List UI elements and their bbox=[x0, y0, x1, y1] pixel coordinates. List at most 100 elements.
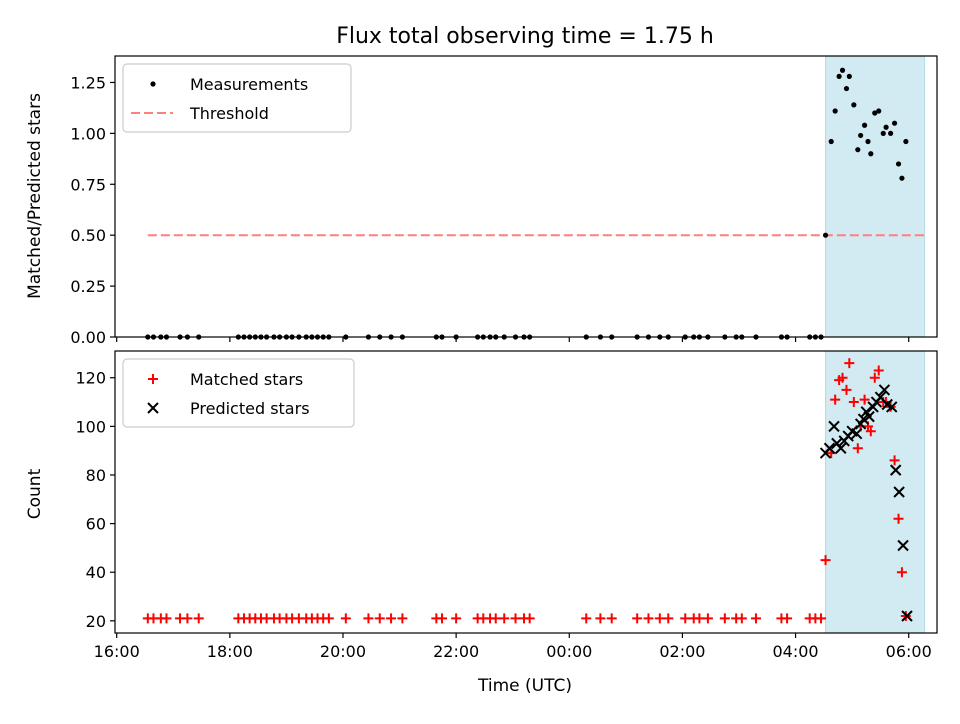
matched-star-point bbox=[896, 567, 907, 578]
bottom-y-axis-label: Count bbox=[25, 468, 45, 519]
measurement-point bbox=[899, 175, 905, 181]
measurement-point bbox=[888, 130, 894, 136]
matched-star-point bbox=[893, 513, 904, 524]
predicted-star-point bbox=[823, 442, 836, 454]
legend-box bbox=[122, 358, 355, 428]
measurement-point bbox=[895, 161, 902, 167]
matched-star-point bbox=[837, 372, 848, 383]
top-y-tick-label: 0.25 bbox=[70, 277, 106, 296]
top-legend: Measurements Threshold bbox=[122, 63, 352, 133]
top-y-axis-label: Matched/Predicted stars bbox=[25, 93, 45, 299]
bottom-series-1 bbox=[142, 358, 911, 624]
matched-star-point bbox=[451, 613, 462, 624]
measurement-point bbox=[836, 73, 842, 79]
legend-predicted-marker bbox=[147, 402, 159, 414]
predicted-star-point bbox=[901, 610, 913, 622]
measurement-point bbox=[891, 120, 898, 126]
measurement-point bbox=[855, 147, 861, 153]
legend-box bbox=[122, 63, 352, 133]
legend-matched-marker bbox=[148, 374, 158, 384]
matched-star-point bbox=[719, 613, 730, 624]
predicted-star-point bbox=[857, 413, 870, 425]
measurement-point bbox=[822, 232, 829, 238]
matched-star-point bbox=[848, 397, 859, 408]
top-observing-window bbox=[825, 55, 926, 338]
x-tick-label: 18:00 bbox=[207, 642, 253, 661]
matched-star-point bbox=[750, 613, 761, 624]
predicted-star-point bbox=[886, 401, 898, 413]
bottom-y-tick-label: 100 bbox=[75, 417, 106, 436]
bottom-observing-window bbox=[825, 350, 926, 634]
matched-star-point bbox=[363, 613, 374, 624]
matched-star-point bbox=[323, 613, 334, 624]
matched-star-point bbox=[397, 613, 408, 624]
bottom-y-tick-label: 60 bbox=[86, 515, 106, 534]
top-y-tick-label: 0.50 bbox=[70, 226, 106, 245]
predicted-star-point bbox=[863, 410, 875, 423]
measurement-point bbox=[861, 122, 868, 128]
matched-star-point bbox=[820, 555, 831, 566]
matched-star-point bbox=[830, 394, 841, 405]
top-y-tick-label: 1.25 bbox=[70, 73, 106, 92]
predicted-star-point bbox=[867, 401, 879, 413]
x-tick-label: 00:00 bbox=[546, 642, 592, 661]
measurement-point bbox=[851, 102, 857, 108]
bottom-legend: Matched stars Predicted stars bbox=[122, 358, 355, 428]
matched-star-point bbox=[694, 613, 705, 624]
matched-star-point bbox=[889, 455, 900, 466]
predicted-star-point bbox=[897, 539, 909, 552]
matched-star-point bbox=[702, 613, 713, 624]
bottom-axes-frame bbox=[114, 350, 938, 634]
bottom-y-tick-label: 120 bbox=[75, 369, 106, 388]
matched-star-point bbox=[595, 613, 606, 624]
top-axes-frame bbox=[114, 55, 938, 338]
predicted-star-point bbox=[828, 420, 840, 433]
matched-star-point bbox=[782, 613, 793, 624]
matched-star-point bbox=[161, 613, 172, 624]
matched-star-point bbox=[663, 613, 674, 624]
matched-star-point bbox=[859, 394, 870, 405]
matched-star-point bbox=[499, 613, 510, 624]
legend-label: Threshold bbox=[189, 104, 269, 123]
matched-star-point bbox=[844, 358, 855, 369]
matched-star-point bbox=[510, 613, 521, 624]
measurement-point bbox=[846, 73, 852, 79]
legend-label: Matched stars bbox=[190, 370, 303, 389]
matched-star-point bbox=[643, 613, 654, 624]
measurement-point bbox=[872, 110, 878, 116]
measurement-point bbox=[858, 132, 864, 139]
predicted-star-point bbox=[835, 442, 847, 454]
legend-label: Predicted stars bbox=[190, 399, 310, 418]
predicted-star-point bbox=[850, 427, 863, 440]
x-tick-label: 02:00 bbox=[659, 642, 705, 661]
measurement-point bbox=[843, 85, 850, 92]
matched-star-point bbox=[606, 613, 617, 624]
matched-star-point bbox=[374, 613, 385, 624]
predicted-star-point bbox=[878, 384, 891, 396]
matched-star-point bbox=[816, 613, 827, 624]
bottom-y-tick-label: 20 bbox=[86, 612, 106, 631]
bottom-panel: 20 40 60 80 100 120 16:00 18:00 20:00 22:00 00:00 0… bbox=[75, 350, 938, 661]
legend-measurement-marker bbox=[150, 81, 156, 87]
matched-star-point bbox=[386, 613, 397, 624]
measurement-point bbox=[883, 124, 889, 130]
matched-star-point bbox=[490, 613, 501, 624]
figure-title: Flux total observing time = 1.75 h bbox=[336, 24, 714, 49]
measurement-point bbox=[876, 108, 882, 114]
matched-star-point bbox=[869, 372, 880, 383]
top-panel: 0.00 0.25 0.50 0.75 1.00 1.25 Measurements Thre… bbox=[70, 55, 938, 347]
matched-star-point bbox=[736, 613, 747, 624]
matched-star-point bbox=[654, 613, 665, 624]
measurement-point bbox=[903, 138, 909, 145]
x-tick-label: 04:00 bbox=[773, 642, 819, 661]
top-y-tick-label: 1.00 bbox=[70, 124, 106, 143]
predicted-star-point bbox=[893, 486, 905, 498]
matched-star-point bbox=[581, 613, 592, 624]
x-tick-label: 20:00 bbox=[320, 642, 366, 661]
x-tick-label: 16:00 bbox=[94, 642, 140, 661]
bottom-y-tick-label: 80 bbox=[86, 466, 106, 485]
matched-star-point bbox=[193, 613, 204, 624]
matched-star-point bbox=[632, 613, 643, 624]
